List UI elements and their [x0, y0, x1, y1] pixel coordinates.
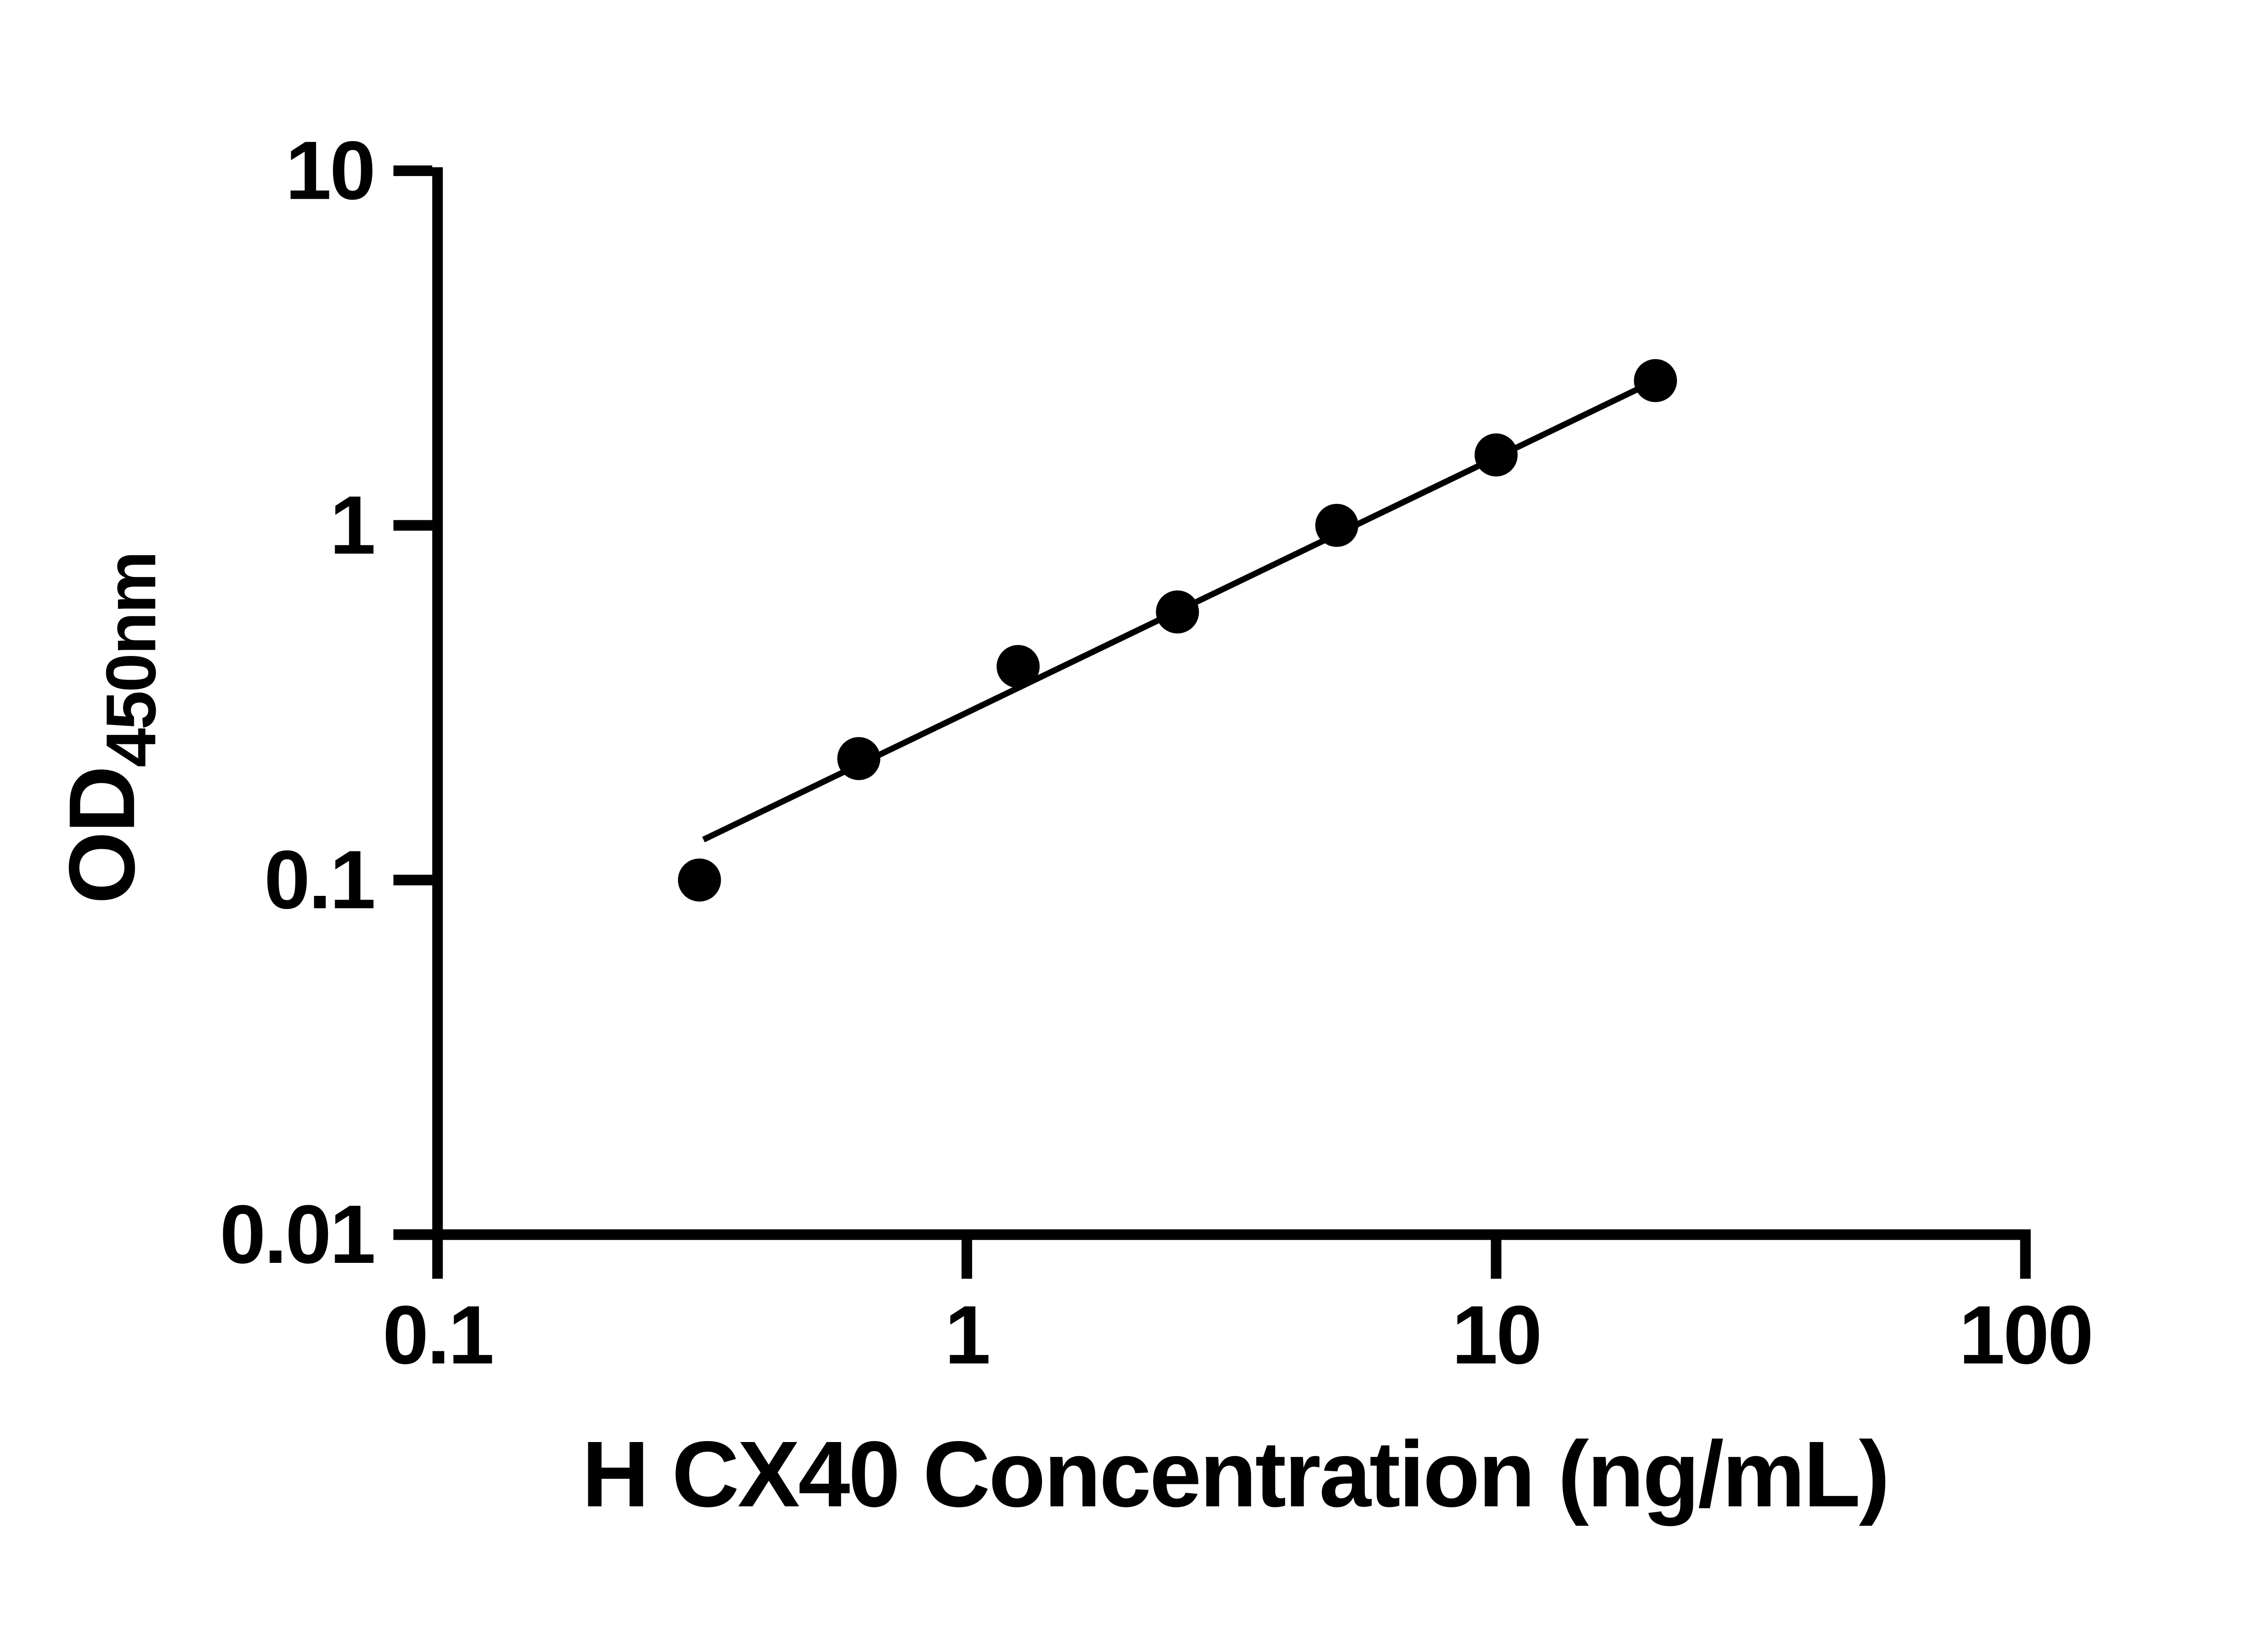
y-tick-label: 0.1 [264, 833, 374, 926]
y-axis-title-main: OD [49, 768, 154, 904]
y-tick-label: 10 [285, 124, 374, 217]
y-tick-label: 1 [330, 479, 374, 571]
data-point-marker [1156, 590, 1199, 634]
x-axis-title: H CX40 Concentration (ng/mL) [582, 1422, 1888, 1526]
data-point-marker [1474, 433, 1518, 477]
x-axis-ticks [432, 1240, 2031, 1279]
plot-area [678, 359, 1677, 902]
axes [393, 167, 2031, 1240]
data-points [678, 359, 1677, 902]
data-point-marker [1634, 359, 1677, 402]
x-tick-label: 1 [945, 1289, 989, 1381]
y-axis-title-subscript: 450nm [91, 552, 170, 768]
x-tick-label: 0.1 [382, 1289, 492, 1381]
data-point-marker [678, 858, 721, 902]
data-point-marker [1315, 504, 1359, 547]
y-axis-title: OD450nm [49, 552, 171, 904]
x-tick-label: 10 [1452, 1289, 1541, 1381]
y-axis-tick-labels: 0.01 0.1 1 10 [220, 124, 376, 1281]
x-axis-tick-labels: 0.1 1 10 100 [382, 1289, 2093, 1381]
y-tick-label: 0.01 [220, 1188, 374, 1281]
x-tick-label: 100 [1959, 1289, 2092, 1381]
data-point-marker [837, 737, 880, 780]
data-point-marker [997, 645, 1040, 688]
y-axis-ticks [393, 165, 432, 1240]
